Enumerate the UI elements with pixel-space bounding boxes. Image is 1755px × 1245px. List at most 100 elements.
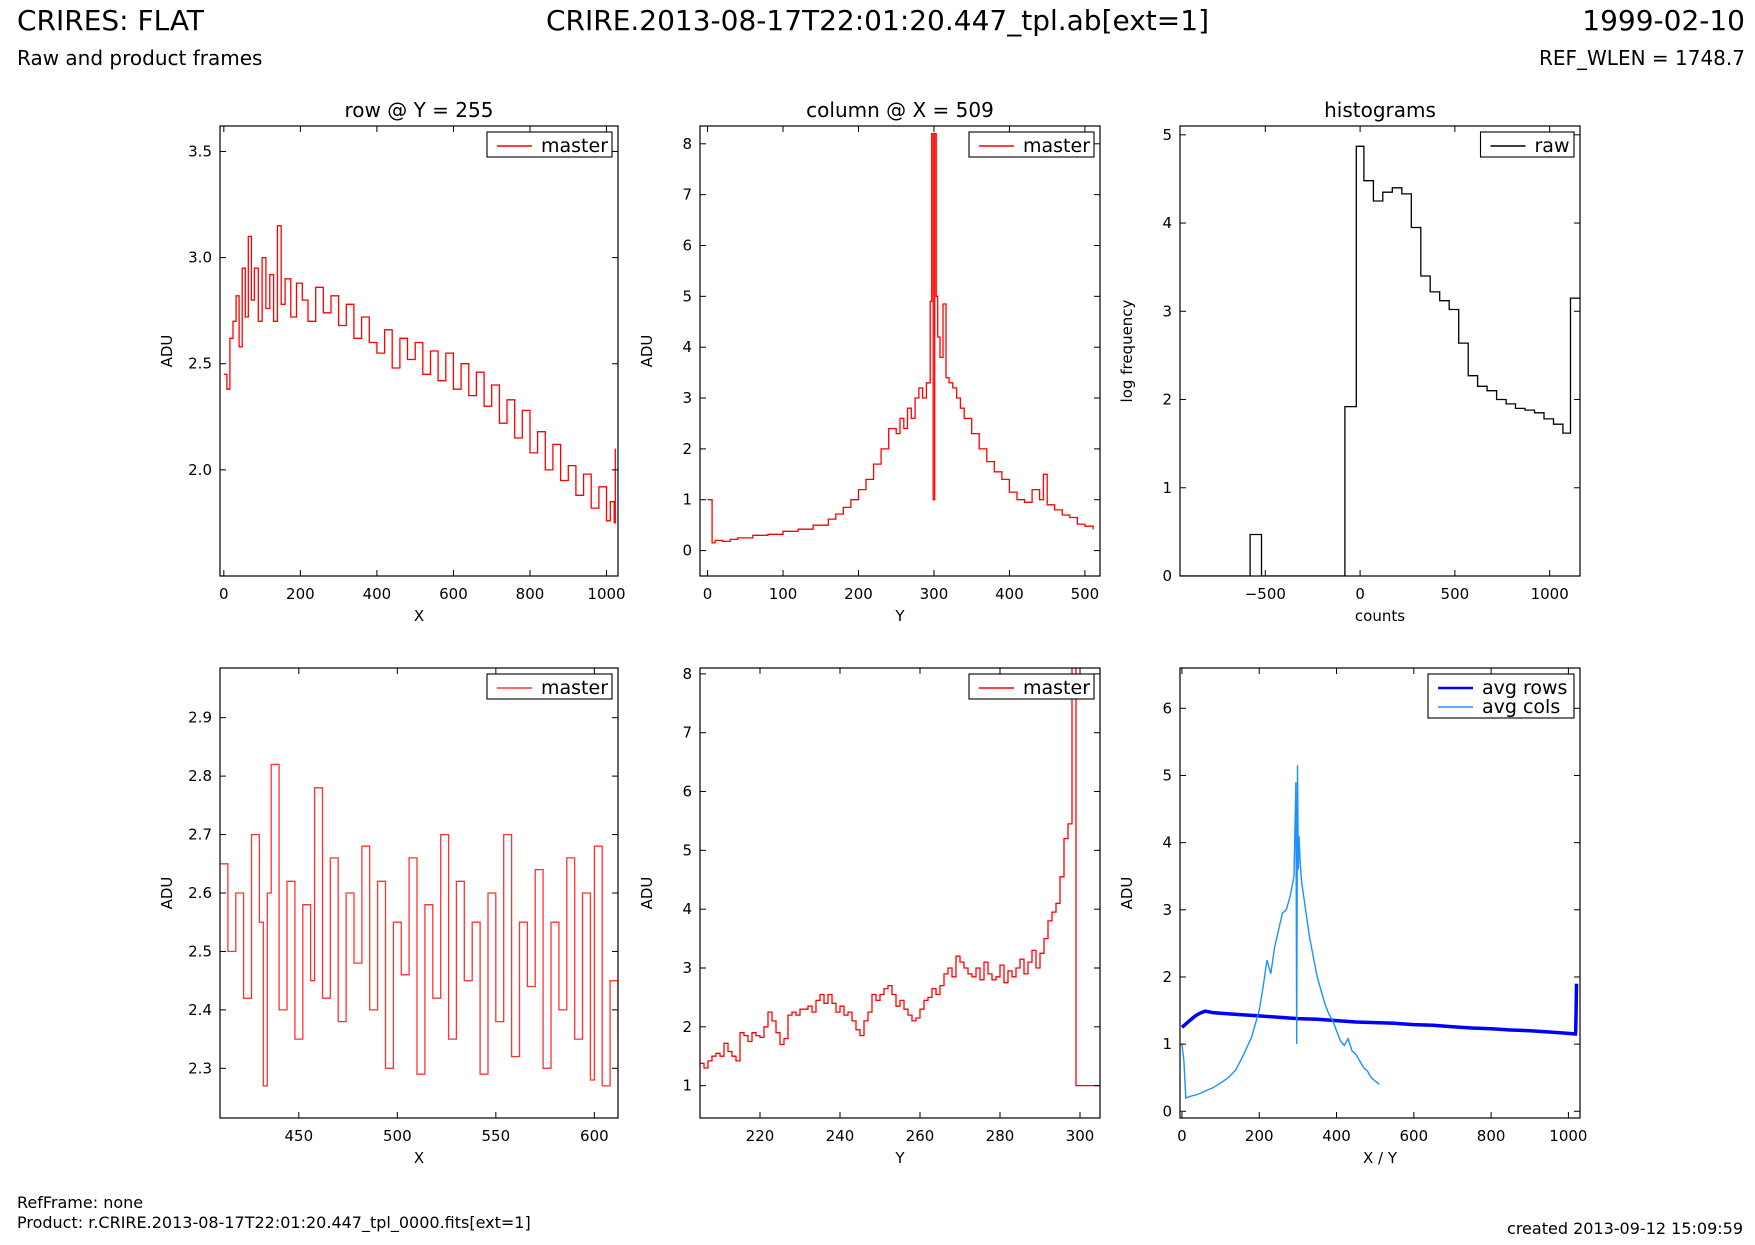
- x-axis-label-row-zoom: X: [414, 1149, 424, 1167]
- series-line-row-0: [223, 225, 616, 524]
- x-tick-label-row: 800: [516, 585, 545, 603]
- x-tick-label-row: 1000: [587, 585, 625, 603]
- chart-column-zoom: 220 240 260 280 300 1 2 3 4 5 6 7 8 Y ADU master: [638, 665, 1101, 1167]
- y-tick-label-column: 0: [682, 542, 692, 560]
- x-tick-label-averages: 200: [1245, 1127, 1274, 1145]
- x-tick-label-averages: 600: [1399, 1127, 1428, 1145]
- x-tick-label-row-zoom: 450: [284, 1127, 313, 1145]
- footer-created: created 2013-09-12 15:09:59: [1507, 1219, 1743, 1238]
- x-axis-label-column-zoom: Y: [894, 1149, 905, 1167]
- y-tick-label-row: 2.5: [188, 355, 212, 373]
- y-tick-label-histograms: 0: [1162, 567, 1172, 585]
- legend-label-column-zoom: master: [1023, 677, 1090, 699]
- chart-row-zoom: 450 500 550 600 2.3 2.4 2.5 2.6 2.7 2.8 2.9 X ADU mas…: [158, 667, 619, 1167]
- legend-label-averages: avg rows: [1482, 677, 1567, 699]
- y-tick-label-averages: 3: [1162, 901, 1172, 919]
- y-tick-label-averages: 6: [1162, 699, 1172, 717]
- report-title: CRIRES: FLAT: [17, 4, 204, 37]
- x-tick-label-row: 400: [363, 585, 392, 603]
- series-line-column-0: [707, 132, 1094, 544]
- y-tick-label-column-zoom: 1: [682, 1077, 692, 1095]
- y-tick-label-histograms: 3: [1162, 302, 1172, 320]
- legend-box-row-zoom: [486, 673, 613, 700]
- legend-label-averages: avg cols: [1482, 696, 1560, 718]
- footer-product: Product: r.CRIRE.2013-08-17T22:01:20.447…: [17, 1213, 531, 1232]
- y-tick-label-row: 2.0: [188, 461, 212, 479]
- y-tick-label-averages: 1: [1162, 1035, 1172, 1053]
- y-tick-label-histograms: 4: [1162, 214, 1172, 232]
- y-tick-label-row-zoom: 2.4: [188, 1001, 212, 1019]
- x-axis-label-column: Y: [894, 607, 905, 625]
- y-tick-label-column: 8: [682, 135, 692, 153]
- file-title: CRIRE.2013-08-17T22:01:20.447_tpl.ab[ext…: [545, 4, 1209, 37]
- series-line-histograms-0: [1180, 145, 1580, 576]
- chart-title-row: row @ Y = 255: [345, 98, 494, 122]
- x-tick-label-column-zoom: 220: [746, 1127, 775, 1145]
- y-tick-label-column-zoom: 4: [682, 900, 692, 918]
- y-axis-label-row: ADU: [158, 335, 176, 368]
- chart-histograms: −500 0 500 1000 0 1 2 3 4 5 histograms counts log fr…: [1118, 98, 1581, 625]
- x-axis-label-averages: X / Y: [1363, 1149, 1398, 1167]
- y-tick-label-row-zoom: 2.7: [188, 826, 212, 844]
- x-tick-label-row: 0: [219, 585, 229, 603]
- y-axis-label-averages: ADU: [1118, 877, 1136, 910]
- x-tick-label-row-zoom: 550: [482, 1127, 511, 1145]
- legend-box-histograms: [1479, 131, 1575, 158]
- y-tick-label-histograms: 2: [1162, 391, 1172, 409]
- y-tick-label-averages: 0: [1162, 1102, 1172, 1120]
- legend-label-column: master: [1023, 135, 1090, 157]
- y-tick-label-row: 3.0: [188, 249, 212, 267]
- y-tick-label-histograms: 5: [1162, 126, 1172, 144]
- y-tick-label-column: 3: [682, 389, 692, 407]
- report-subtitle: Raw and product frames: [17, 46, 263, 70]
- x-tick-label-column: 100: [769, 585, 798, 603]
- x-tick-label-column: 0: [703, 585, 713, 603]
- series-line-column-zoom-0: [700, 668, 1100, 1087]
- series-line-averages-0: [1180, 983, 1579, 1036]
- series-line-averages-1: [1181, 765, 1380, 1099]
- chart-averages: 0 200 400 600 800 1000 0 1 2 3 4 5 6 X / Y ADU avg rows…: [1118, 667, 1587, 1167]
- x-tick-label-averages: 800: [1477, 1127, 1506, 1145]
- legend-label-row: master: [541, 135, 608, 157]
- x-tick-label-column-zoom: 280: [986, 1127, 1015, 1145]
- ref-wavelength: REF_WLEN = 1748.7: [1538, 46, 1745, 70]
- x-tick-label-column: 400: [995, 585, 1024, 603]
- x-tick-label-histograms: 0: [1355, 585, 1365, 603]
- chart-title-column: column @ X = 509: [806, 98, 994, 122]
- y-tick-label-column-zoom: 2: [682, 1018, 692, 1036]
- x-tick-label-averages: 400: [1322, 1127, 1351, 1145]
- y-tick-label-row-zoom: 2.3: [188, 1059, 212, 1077]
- y-tick-label-row: 3.5: [188, 142, 212, 160]
- plot-frame-column: [699, 125, 1101, 577]
- y-tick-label-row-zoom: 2.5: [188, 942, 212, 960]
- y-tick-label-row-zoom: 2.9: [188, 709, 212, 727]
- y-tick-label-column: 7: [682, 186, 692, 204]
- chart-title-histograms: histograms: [1324, 98, 1436, 122]
- series-line-row-zoom-0: [220, 763, 618, 1087]
- legend-box-row: [486, 131, 613, 158]
- date-title: 1999-02-10: [1582, 4, 1745, 37]
- chart-column: 0 100 200 300 400 500 0 1 2 3 4 5 6 7 8 column @ X = 50…: [638, 98, 1101, 625]
- x-tick-label-row-zoom: 600: [580, 1127, 609, 1145]
- y-axis-label-histograms: log frequency: [1118, 299, 1136, 402]
- x-tick-label-row: 600: [439, 585, 468, 603]
- y-tick-label-averages: 2: [1162, 968, 1172, 986]
- y-tick-label-column: 4: [682, 338, 692, 356]
- x-tick-label-row-zoom: 500: [383, 1127, 412, 1145]
- x-axis-label-histograms: counts: [1355, 607, 1405, 625]
- chart-row: 0 200 400 600 800 1000 2.0 2.5 3.0 3.5 row @ Y = 2…: [158, 98, 626, 625]
- y-tick-label-column: 5: [682, 287, 692, 305]
- x-tick-label-row: 200: [286, 585, 315, 603]
- y-tick-label-column-zoom: 5: [682, 841, 692, 859]
- x-tick-label-histograms: 500: [1441, 585, 1470, 603]
- x-tick-label-averages: 0: [1177, 1127, 1187, 1145]
- y-tick-label-column-zoom: 7: [682, 724, 692, 742]
- y-tick-label-column: 2: [682, 440, 692, 458]
- y-axis-label-column: ADU: [638, 335, 656, 368]
- legend-box-column: [968, 131, 1095, 158]
- y-tick-label-column: 1: [682, 491, 692, 509]
- x-tick-label-histograms: −500: [1245, 585, 1286, 603]
- y-tick-label-column-zoom: 3: [682, 959, 692, 977]
- x-tick-label-column-zoom: 300: [1066, 1127, 1095, 1145]
